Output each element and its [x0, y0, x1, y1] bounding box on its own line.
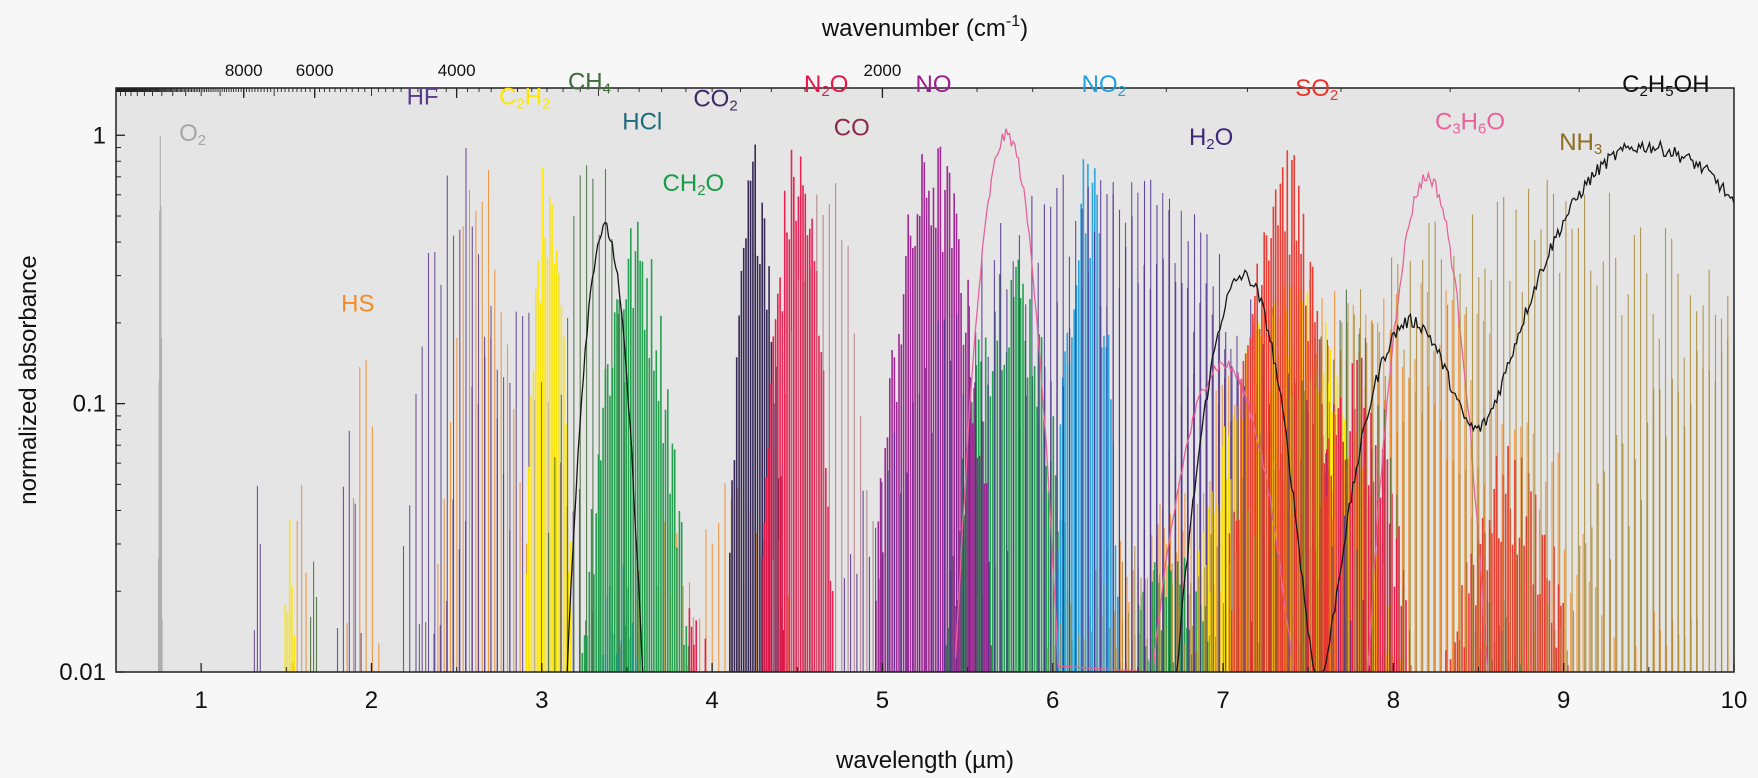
x-tick-label-7: 7 — [1216, 687, 1229, 714]
top-axis-title-base: wavenumber (cm — [821, 15, 1006, 42]
series-o2 — [157, 135, 163, 672]
series-c2h5oh — [566, 139, 1734, 672]
band-ch2o-0 — [581, 221, 690, 672]
label-hf: HF — [407, 84, 439, 111]
band-c2h2-0 — [284, 519, 295, 672]
x-tick-label-2: 2 — [365, 687, 378, 714]
band-hs-2 — [437, 170, 528, 672]
label-h2o: H2O — [1189, 124, 1233, 153]
label-c2h5oh: C2H5OH — [1622, 71, 1709, 100]
x-tick-label-9: 9 — [1557, 687, 1570, 714]
label-no: NO — [916, 71, 952, 98]
y-tick-label-0: 0.01 — [59, 659, 106, 686]
band-hs-0 — [292, 484, 312, 672]
label-c2h2: C2H2 — [499, 84, 550, 113]
x-tick-label-1: 1 — [194, 687, 207, 714]
band-nh3-1 — [1047, 546, 1217, 672]
label-no2: NO2 — [1082, 71, 1126, 100]
label-c3h6o: C3H6O — [1435, 109, 1505, 138]
label-n2o: N2O — [804, 71, 848, 100]
label-hs: HS — [341, 291, 374, 318]
top-axis-title: wavenumber (cm-1) — [821, 13, 1028, 42]
series-curve-c2h5oh — [566, 139, 1734, 672]
x-axis-title: wavelength (µm) — [835, 747, 1014, 774]
x-tick-label-4: 4 — [705, 687, 718, 714]
band-ch4-1 — [418, 622, 427, 672]
band-hf-1 — [336, 430, 362, 672]
label-o2: O2 — [179, 120, 206, 149]
x2-tick-label-8000: 8000 — [225, 61, 263, 80]
x2-tick-label-6000: 6000 — [296, 61, 334, 80]
x-tick-label-5: 5 — [876, 687, 889, 714]
label-nh3: NH3 — [1559, 129, 1602, 158]
x-tick-label-6: 6 — [1046, 687, 1059, 714]
series-c3h6o — [954, 128, 1489, 672]
molecule-labels: O2 HS HF C2H2 CH4 HCl CO2 CH2O N2O CO NO NO2 H2O SO2 C… — [179, 69, 1709, 318]
band-ch4-0 — [310, 561, 318, 672]
x2-tick-label-2000: 2000 — [864, 61, 902, 80]
y-tick-label-1: 0.1 — [73, 391, 106, 418]
label-co: CO — [834, 114, 870, 141]
x2-tick-label-4000: 4000 — [438, 61, 476, 80]
label-ch4: CH4 — [568, 69, 611, 98]
label-so2: SO2 — [1295, 75, 1338, 104]
label-ch2o: CH2O — [663, 170, 725, 199]
x-tick-label-10: 10 — [1721, 687, 1748, 714]
band-hs-1 — [346, 360, 380, 672]
series-curve-c3h6o — [954, 128, 1489, 672]
plot-frame — [115, 87, 1735, 673]
label-co2: CO2 — [693, 85, 737, 114]
y-tick-label-2: 1 — [93, 122, 106, 149]
label-hcl: HCl — [622, 109, 662, 136]
band-n2o-0 — [688, 608, 707, 672]
x-tick-label-3: 3 — [535, 687, 548, 714]
top-axis-title-sup: -1 — [1006, 13, 1020, 30]
series-nh3 — [1047, 179, 1734, 672]
x-tick-label-8: 8 — [1387, 687, 1400, 714]
band-hf-0 — [253, 485, 261, 672]
y-axis-title: normalized absorbance — [15, 255, 42, 504]
series-co — [772, 183, 880, 672]
band-nh3-2 — [1548, 280, 1734, 672]
band-co-0 — [772, 183, 880, 672]
band-o2-0 — [157, 135, 163, 672]
axes-layer: 1 2 3 4 5 6 7 8 9 10 0.01 0.1 1 8000 6000 4000 2000 — [59, 61, 1747, 714]
spectra-layer — [157, 128, 1734, 672]
top-axis-title-end: ) — [1020, 15, 1028, 42]
